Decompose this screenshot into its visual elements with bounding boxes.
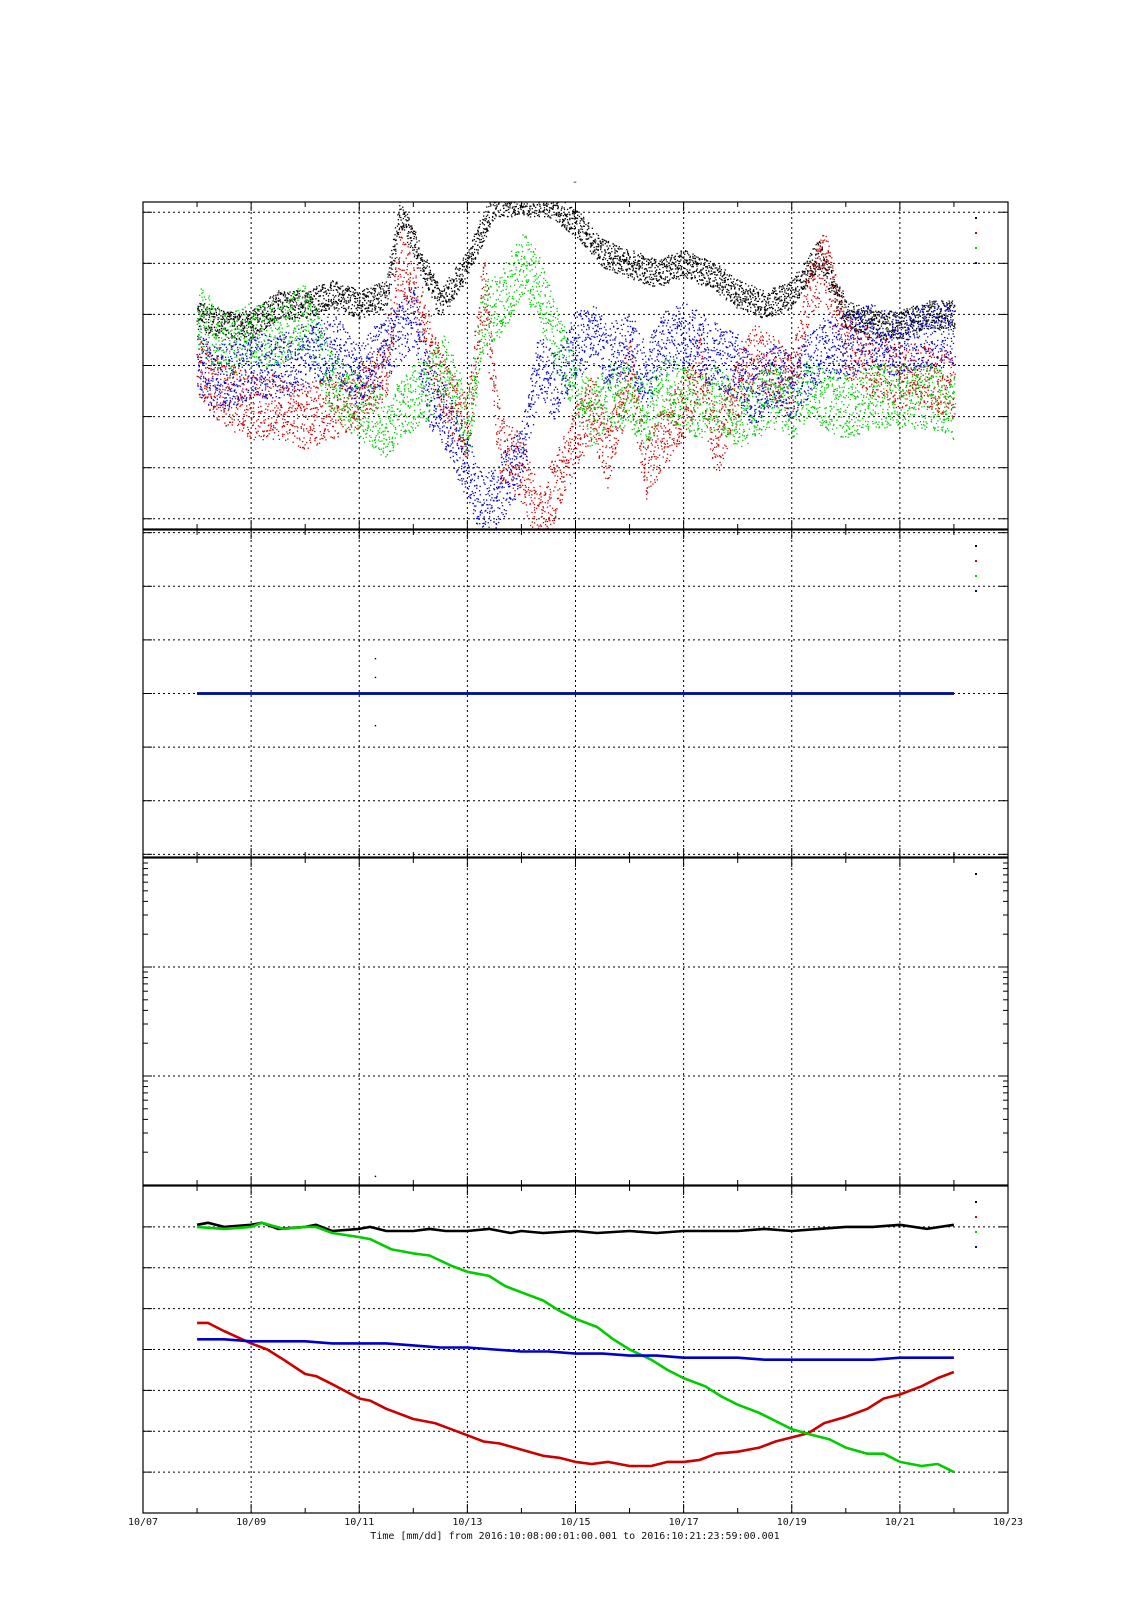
x-tick-label: 10/15 <box>560 1517 590 1528</box>
series-thb-btot-points <box>196 202 956 341</box>
series-thb-bxgse-points <box>196 231 956 529</box>
legend-marker <box>975 873 977 875</box>
legend-marker <box>975 590 977 592</box>
data-layer <box>196 202 957 529</box>
legend-marker <box>975 1216 977 1218</box>
x-tick-label: 10/21 <box>885 1517 915 1528</box>
panel-2 <box>142 529 1009 858</box>
x-axis-title: Time [mm/dd] from 2016:10:08:00:01:00.00… <box>370 1531 779 1542</box>
panel-frame <box>142 201 1009 530</box>
x-tick-label: 10/09 <box>236 1517 266 1528</box>
legend-marker <box>975 575 977 577</box>
series-thb-bzgse-points <box>196 287 957 529</box>
legend-marker <box>975 1231 977 1233</box>
x-tick-label: 10/13 <box>452 1517 482 1528</box>
series-thb-zgse-line <box>197 1338 954 1361</box>
legend-marker <box>975 545 977 547</box>
outlier-point <box>374 676 377 679</box>
series-thb-bygse-points <box>196 234 957 458</box>
x-axis-tick-labels: 10/07 10/09 10/11 10/13 10/15 10/17 10/19 10/21… <box>128 1517 1023 1528</box>
legend-marker <box>975 262 977 264</box>
data-layer <box>374 1175 377 1178</box>
series-thb-Np-point <box>374 1175 377 1178</box>
legend-marker <box>975 247 977 249</box>
panel-3 <box>142 857 1009 1186</box>
panel-frame <box>142 1185 1009 1514</box>
x-tick-label: 10/23 <box>993 1517 1023 1528</box>
series-thb-xgse-line <box>197 1321 955 1468</box>
panel-frame <box>142 529 1009 858</box>
legend-marker <box>975 560 977 562</box>
panel-4 <box>142 1185 1009 1514</box>
data-layer <box>196 1221 955 1474</box>
legend-marker <box>975 1246 977 1248</box>
series-thb-ygse-line <box>197 1221 955 1474</box>
legend-marker <box>975 1201 977 1203</box>
x-tick-label: 10/19 <box>777 1517 807 1528</box>
outlier-point <box>374 657 377 660</box>
data-layer <box>197 657 954 727</box>
outlier-point <box>374 724 377 727</box>
x-tick-label: 10/11 <box>344 1517 374 1528</box>
legend-marker <box>975 232 977 234</box>
legend-marker <box>975 217 977 219</box>
figure-title: - <box>572 177 578 188</box>
x-tick-label: 10/17 <box>669 1517 699 1528</box>
x-tick-label: 10/07 <box>128 1517 158 1528</box>
panels <box>142 201 1009 1514</box>
panel-1 <box>142 201 1009 530</box>
panel-frame <box>142 857 1009 1186</box>
